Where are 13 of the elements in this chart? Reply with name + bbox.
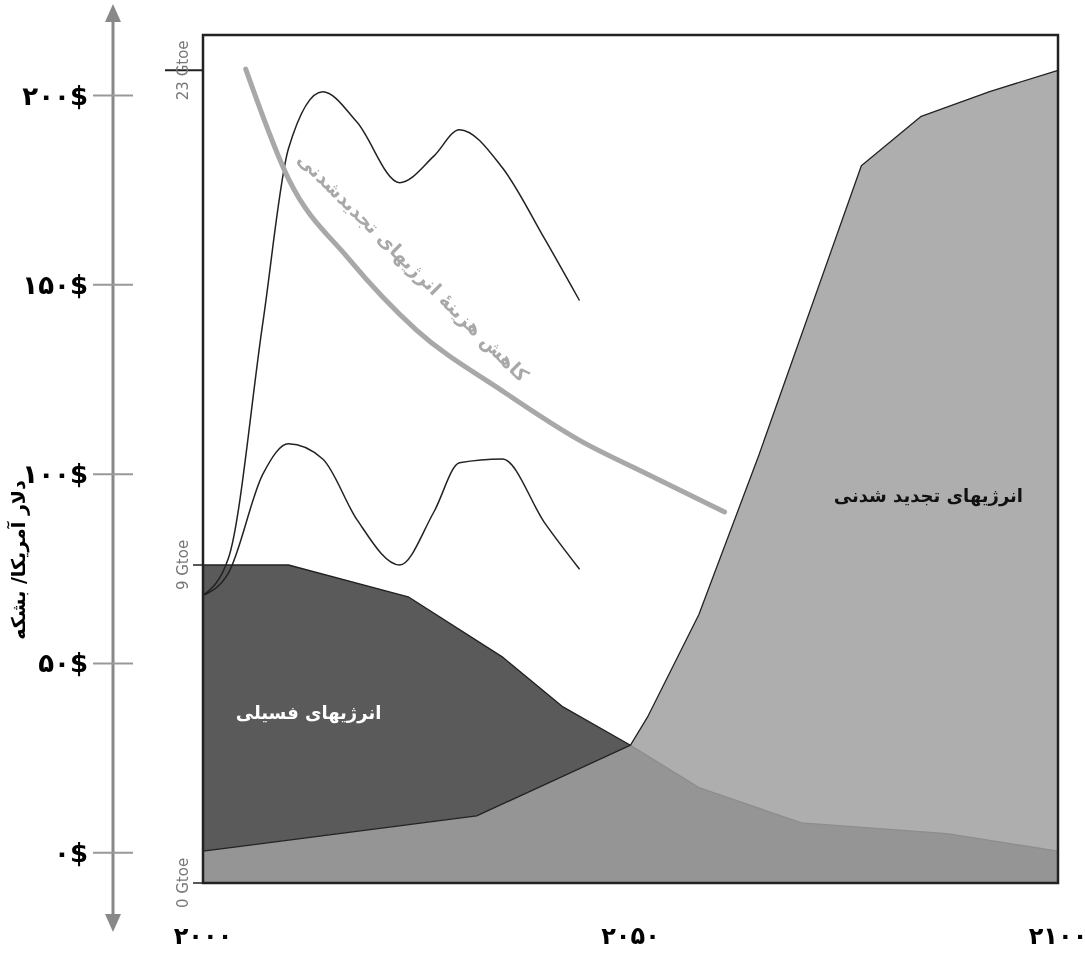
series-label: انرژیهای تجدید شدنی bbox=[833, 484, 1024, 507]
y2-tick-label: ۲۰۰$ bbox=[22, 80, 88, 111]
x-tick-label: ۲۰۵۰ bbox=[601, 922, 660, 950]
y-tick-label: 9 Gtoe bbox=[174, 539, 192, 591]
y2-tick-label: ۵۰$ bbox=[38, 648, 88, 679]
y-tick-label: 0 Gtoe bbox=[174, 857, 192, 909]
x-tick-label: ۲۰۰۰ bbox=[173, 922, 233, 950]
y2-tick-label: ۱۵۰$ bbox=[22, 269, 88, 300]
text: کاهش هزینهٔ انرژیهای تجدیدشدنی bbox=[292, 147, 534, 388]
x-tick-label: ۲۱۰۰ bbox=[1028, 922, 1085, 950]
series-label: انرژیهای فسیلی bbox=[235, 702, 382, 724]
y-tick-label: 23 Gtoe bbox=[174, 40, 192, 101]
y2-tick-label: ۰$ bbox=[54, 837, 88, 868]
